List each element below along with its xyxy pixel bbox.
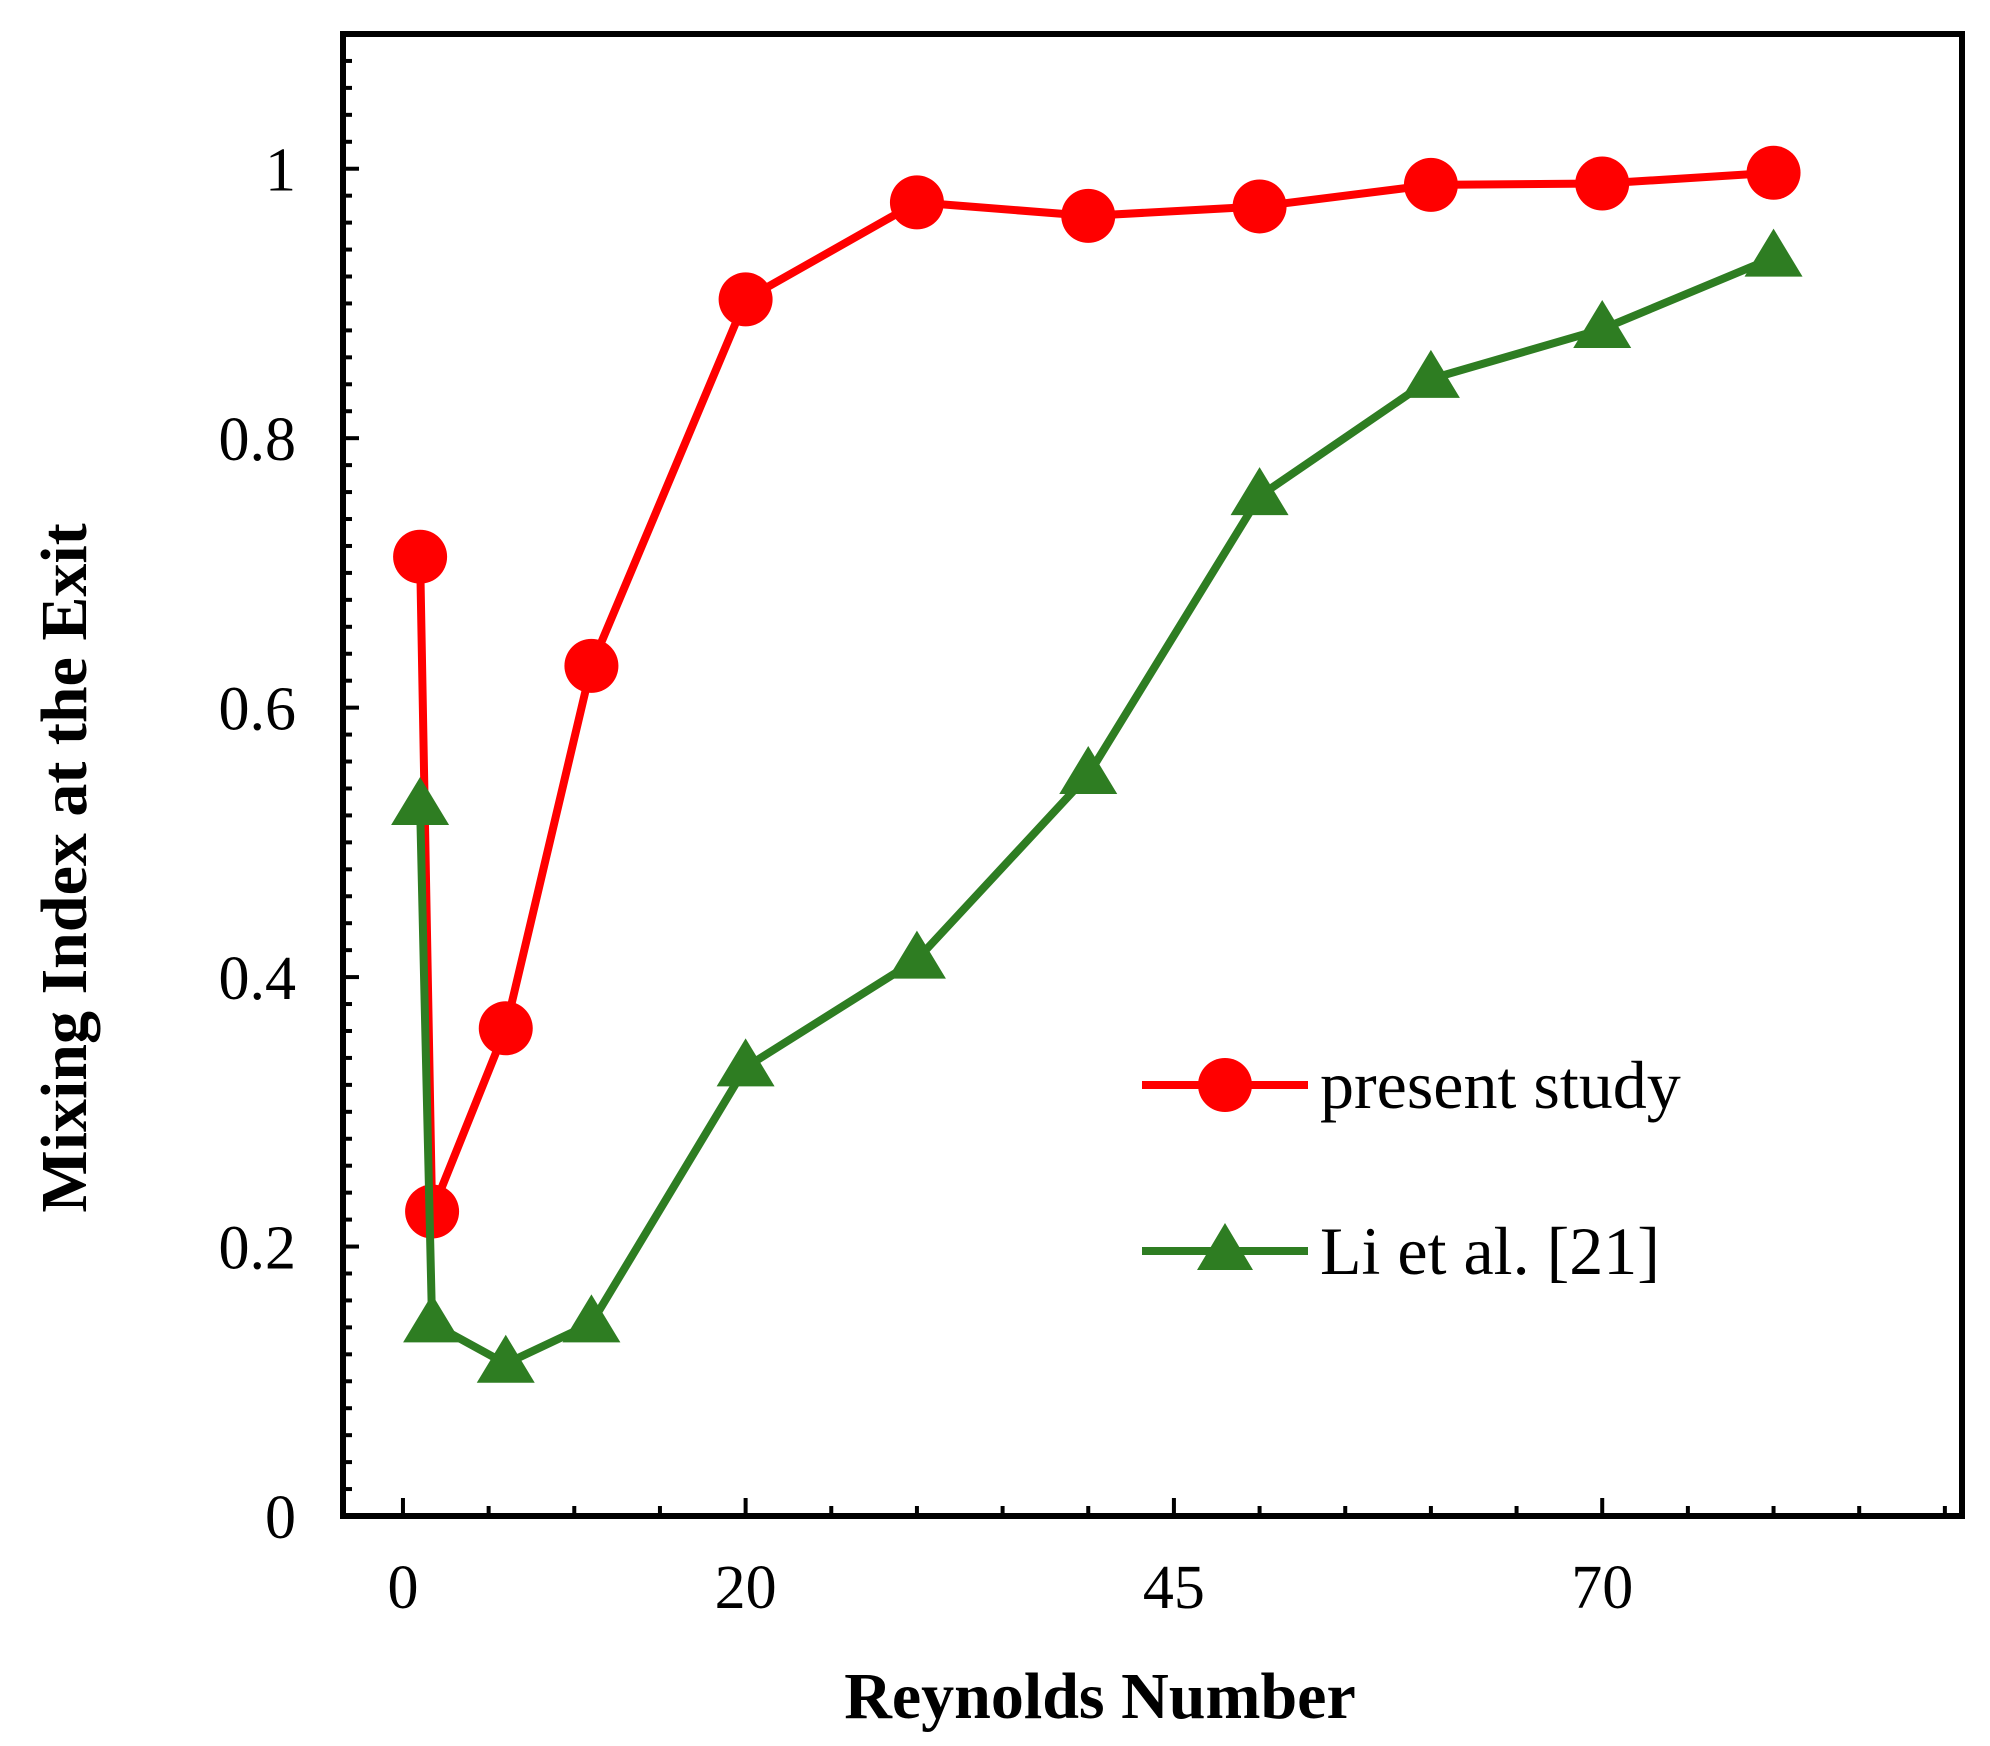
data-point-li-et-al — [887, 930, 946, 979]
data-point-present-study — [1061, 188, 1116, 243]
data-point-present-study — [1746, 145, 1801, 200]
legend-label-present-study: present study — [1320, 1047, 1681, 1123]
data-point-present-study — [564, 638, 619, 693]
data-point-present-study — [478, 1001, 533, 1056]
y-tick-label: 0.4 — [219, 945, 297, 1013]
x-axis-title: Reynolds Number — [844, 1660, 1356, 1733]
data-point-li-et-al — [391, 776, 450, 825]
data-point-present-study — [718, 272, 773, 327]
x-tick-label: 70 — [1571, 1554, 1633, 1622]
data-point-li-et-al — [476, 1334, 535, 1383]
data-point-present-study — [1232, 179, 1287, 234]
data-point-li-et-al — [1230, 467, 1289, 516]
data-point-li-et-al — [403, 1294, 462, 1343]
y-axis-ticks: 0 0.2 0.4 0.6 0.8 1 — [219, 32, 359, 1552]
y-tick-label: 0 — [265, 1484, 296, 1552]
series-present-study — [393, 145, 1801, 1239]
legend: present study Li et al. [21] — [1142, 1047, 1681, 1289]
series-layer — [391, 145, 1803, 1383]
data-point-present-study — [1575, 156, 1630, 211]
x-tick-label: 0 — [387, 1554, 418, 1622]
y-tick-label: 0.2 — [219, 1215, 297, 1283]
legend-marker-li-et-al — [1197, 1223, 1253, 1270]
plot-frame — [340, 31, 1965, 1519]
x-tick-label: 45 — [1143, 1554, 1205, 1622]
data-point-present-study — [393, 529, 448, 584]
data-point-li-et-al — [1059, 746, 1118, 794]
y-tick-label: 0.8 — [219, 406, 297, 474]
y-tick-label: 1 — [265, 137, 296, 205]
series-line-li-et-al — [416, 253, 1776, 1368]
data-point-li-et-al — [1401, 349, 1460, 398]
data-point-li-et-al — [1573, 300, 1632, 349]
legend-marker-present-study — [1198, 1058, 1252, 1112]
x-axis-ticks: 0 20 45 70 — [387, 1498, 1947, 1622]
data-point-li-et-al — [1744, 228, 1803, 277]
y-tick-label: 0.6 — [219, 676, 297, 744]
data-point-present-study — [1403, 157, 1458, 212]
data-point-present-study — [889, 175, 944, 230]
data-point-li-et-al — [716, 1038, 775, 1087]
series-li-et-al — [391, 228, 1803, 1383]
data-point-li-et-al — [562, 1294, 621, 1343]
x-tick-label: 20 — [715, 1554, 777, 1622]
y-axis-title: Mixing Index at the Exit — [28, 523, 101, 1212]
legend-label-li-et-al: Li et al. [21] — [1320, 1213, 1660, 1289]
